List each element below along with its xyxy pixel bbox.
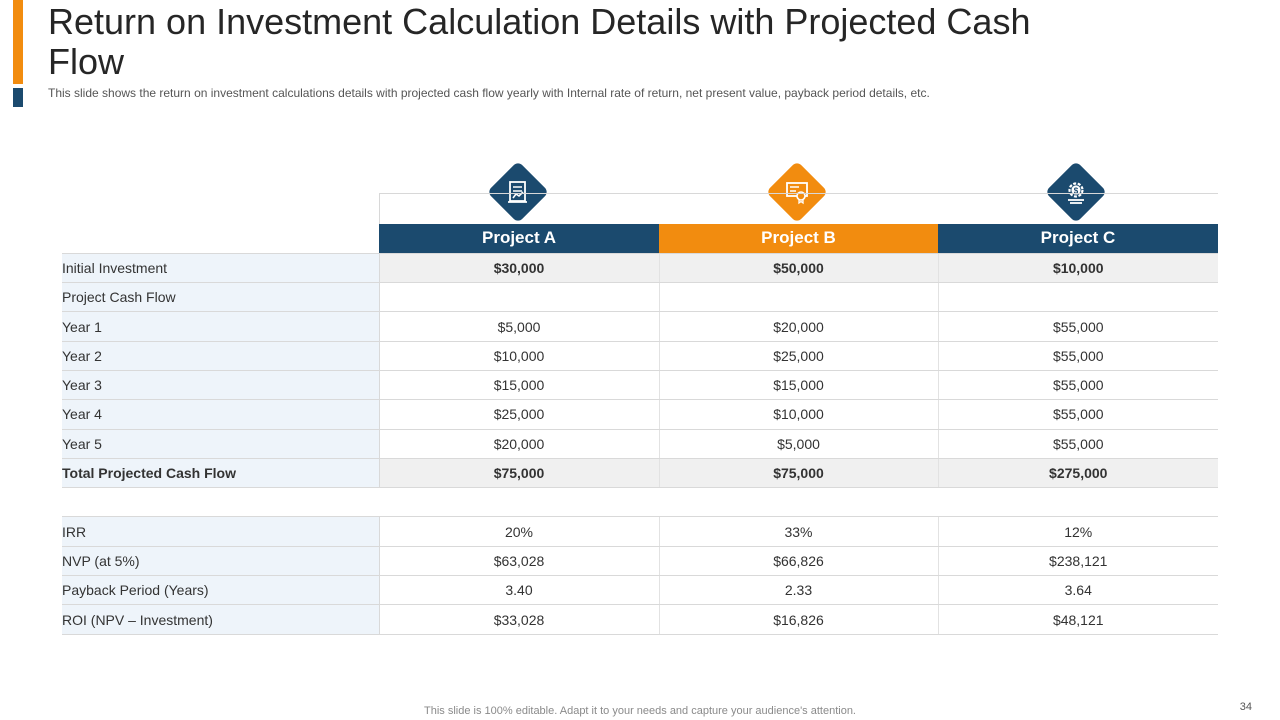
row-label: Payback Period (Years) [62, 575, 380, 606]
table-cell: 3.64 [938, 575, 1218, 606]
table-cell: $20,000 [379, 429, 660, 459]
table-cell: $75,000 [379, 458, 660, 489]
table-cell: $55,000 [938, 341, 1218, 371]
table-cell: $55,000 [938, 311, 1218, 342]
table-cell: $63,028 [379, 546, 660, 577]
table-cell: $16,826 [659, 604, 939, 635]
table-cell: $55,000 [938, 429, 1218, 459]
table-cell: $55,000 [938, 399, 1218, 430]
row-label: Total Projected Cash Flow [62, 458, 380, 489]
row-label: Project Cash Flow [62, 282, 380, 313]
table-row: Year 1 $5,000 $20,000 $55,000 [62, 311, 1218, 342]
slide-subtitle: This slide shows the return on investmen… [48, 86, 930, 100]
table-cell: $30,000 [379, 253, 660, 284]
table-cell: 20% [379, 516, 660, 547]
spacer-cell [659, 487, 938, 518]
header-frame [379, 193, 1218, 224]
dollar-gear-icon: $ [1044, 160, 1108, 224]
table-cell [379, 282, 660, 313]
table-cell: 12% [938, 516, 1218, 547]
table-row: Initial Investment $30,000 $50,000 $10,0… [62, 253, 1218, 284]
certificate-icon [765, 160, 829, 224]
accent-bar-blue [13, 88, 23, 107]
header-blank-cell [62, 224, 379, 254]
row-label: Year 3 [62, 370, 380, 401]
table-cell: $25,000 [659, 341, 939, 371]
table-row: Year 2 $10,000 $25,000 $55,000 [62, 341, 1218, 371]
document-chart-icon [486, 160, 550, 224]
row-label: Year 4 [62, 399, 380, 430]
metric-row: ROI (NPV – Investment) $33,028 $16,826 $… [62, 604, 1218, 635]
table-cell: $238,121 [938, 546, 1218, 577]
table-cell: $48,121 [938, 604, 1218, 635]
footer-note: This slide is 100% editable. Adapt it to… [424, 705, 856, 717]
table-row-total: Total Projected Cash Flow $75,000 $75,00… [62, 458, 1218, 489]
table-cell: $20,000 [659, 311, 939, 342]
row-label: ROI (NPV – Investment) [62, 604, 380, 635]
spacer-cell [379, 487, 659, 518]
table-cell: $50,000 [659, 253, 939, 284]
spacer-cell [62, 487, 379, 518]
header-row: Project A Project B Project C [62, 224, 1218, 254]
row-label: Year 5 [62, 429, 380, 459]
table-cell [938, 282, 1218, 313]
row-label: Year 1 [62, 311, 380, 342]
svg-text:$: $ [1074, 186, 1079, 195]
table-cell: $10,000 [379, 341, 660, 371]
accent-bar-orange [13, 0, 23, 84]
table-row: Project Cash Flow [62, 282, 1218, 313]
table-spacer-row [62, 487, 1218, 518]
row-label: Year 2 [62, 341, 380, 371]
roi-table: Project A Project B Project C Initial In… [62, 224, 1218, 635]
table-cell: $10,000 [659, 399, 939, 430]
table-cell: $75,000 [659, 458, 939, 489]
slide-title: Return on Investment Calculation Details… [48, 1, 1031, 82]
metric-row: IRR 20% 33% 12% [62, 516, 1218, 547]
page-number: 34 [1239, 701, 1252, 713]
header-project-c: Project C [938, 224, 1218, 254]
table-cell: $5,000 [379, 311, 660, 342]
row-label: Initial Investment [62, 253, 380, 284]
table-cell: $66,826 [659, 546, 939, 577]
table-row: Year 3 $15,000 $15,000 $55,000 [62, 370, 1218, 401]
metric-row: NVP (at 5%) $63,028 $66,826 $238,121 [62, 546, 1218, 577]
row-label: IRR [62, 516, 380, 547]
table-cell: $25,000 [379, 399, 660, 430]
header-project-a: Project A [379, 224, 659, 254]
table-row: Year 5 $20,000 $5,000 $55,000 [62, 429, 1218, 459]
table-cell [659, 282, 939, 313]
table-cell: 33% [659, 516, 939, 547]
table-row: Year 4 $25,000 $10,000 $55,000 [62, 399, 1218, 430]
header-project-b: Project B [659, 224, 938, 254]
table-cell: $275,000 [938, 458, 1218, 489]
table-cell: $10,000 [938, 253, 1218, 284]
table-cell: $15,000 [379, 370, 660, 401]
table-cell: $33,028 [379, 604, 660, 635]
table-cell: 2.33 [659, 575, 939, 606]
spacer-cell [938, 487, 1218, 518]
metric-row: Payback Period (Years) 3.40 2.33 3.64 [62, 575, 1218, 606]
table-cell: $15,000 [659, 370, 939, 401]
row-label: NVP (at 5%) [62, 546, 380, 577]
table-cell: $5,000 [659, 429, 939, 459]
table-cell: 3.40 [379, 575, 660, 606]
table-cell: $55,000 [938, 370, 1218, 401]
